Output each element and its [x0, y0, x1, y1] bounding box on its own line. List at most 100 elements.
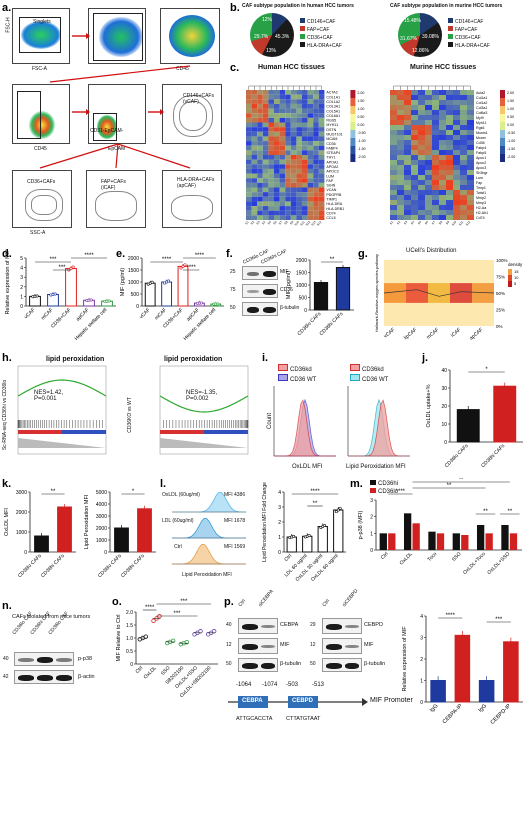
heatmap-cell — [313, 192, 319, 197]
gene-label: APOA1 — [326, 160, 338, 164]
heatmap-cell — [257, 164, 263, 169]
heatmap-cell — [318, 182, 325, 188]
heatmap-cell — [268, 159, 274, 165]
heatmap-cell — [262, 173, 269, 179]
heatmap-cell — [246, 164, 252, 169]
sample-label: S2 — [396, 220, 402, 226]
heatmap-cell — [397, 115, 404, 120]
heatmap-cell — [453, 180, 460, 185]
heatmap-cell — [268, 164, 274, 169]
scale-swatch — [500, 138, 505, 146]
heatmap-cell — [246, 127, 252, 132]
heatmap-cell — [411, 155, 418, 160]
p-b1-band-0: CEBPA — [280, 622, 299, 628]
x-tick-label: mCAF — [154, 307, 168, 321]
p-b1-band-2: β-tubulin — [280, 661, 302, 667]
heatmap-cell — [432, 175, 439, 180]
heatmap-cell — [390, 130, 397, 135]
heatmap-cell — [246, 215, 252, 220]
bar-CD36hi — [428, 531, 436, 550]
chart-d: 0 1 2 3 4 5 Relative expression of MIF vCAF mCAF… — [5, 249, 116, 340]
heatmap-cell — [425, 170, 432, 175]
data-point — [53, 292, 57, 296]
heatmap-cell — [460, 140, 467, 145]
heatmap-cell — [467, 175, 474, 180]
heatmap-cell — [411, 150, 418, 155]
gate-singlets: Singlets — [33, 19, 51, 25]
heatmap-cell — [302, 145, 308, 151]
heatmap-cell — [460, 120, 467, 125]
heatmap-cell — [290, 155, 297, 160]
heatmap-cell — [302, 150, 308, 155]
heatmap-cell — [246, 201, 252, 207]
m-legend-0: CD36hi — [378, 481, 399, 487]
heatmap-cell — [262, 108, 269, 114]
heatmap-cell — [274, 201, 280, 207]
heatmap-cell — [318, 215, 325, 220]
heatmap-cell — [262, 164, 269, 169]
heatmap-cell — [285, 127, 291, 132]
heatmap-cell — [302, 131, 308, 137]
panel-m: m. CD36hi CD36lo 0 1 2 3 p-p38 (MFI) Ctrl OxLD… — [350, 478, 527, 586]
axis-ssc-a: SSC-A — [30, 230, 46, 236]
y-axis-label: Relative expression of MIF — [402, 626, 408, 692]
bar — [65, 268, 77, 307]
g-ridge: vCAF lipCAF mCAF iCAF apCAF 100% 75% 50% 25% 0% Ha… — [374, 254, 523, 342]
heatmap-cell — [460, 215, 467, 220]
heatmap-cell — [467, 170, 474, 175]
heatmap-cell — [397, 105, 404, 110]
heatmap-cell — [296, 182, 302, 188]
heatmap-cell — [397, 195, 404, 200]
heatmap-cell — [446, 110, 453, 115]
heatmap-cell — [285, 168, 291, 174]
heatmap-cell — [432, 115, 439, 120]
significance-label: ** — [330, 257, 335, 263]
n-title: CAFs isolated from mice tumors — [12, 614, 91, 620]
chart-m: 0 1 2 3 p-p38 (MFI) Ctrl OxLDL Toco SSO OxLDL+Toc… — [358, 478, 522, 576]
heatmap-cell — [296, 127, 302, 132]
heatmap-cell — [390, 145, 397, 150]
legend-swatch — [508, 269, 512, 275]
heatmap-cell — [404, 160, 411, 165]
gene-label: COL1A1 — [326, 95, 340, 99]
heatmap-cell — [257, 136, 263, 142]
bar — [454, 634, 471, 703]
significance-label: **** — [310, 489, 320, 495]
heatmap-cell — [453, 185, 460, 190]
bar — [137, 508, 152, 553]
heatmap-cell — [268, 206, 274, 211]
heatmap-cell — [411, 115, 418, 120]
y-tick-label: 3000 — [16, 490, 27, 496]
heatmap-cell — [274, 141, 280, 146]
heatmap-cell — [307, 99, 314, 104]
heatmap-cell — [307, 192, 314, 197]
flow-plot-livedead — [160, 8, 220, 64]
heatmap-cell — [460, 150, 467, 155]
legend-title: density — [508, 262, 523, 267]
y-tick-label: 40 — [441, 368, 447, 374]
gene-label: Lum — [476, 176, 483, 180]
heatmap-cell — [274, 164, 280, 169]
heatmap-cell — [425, 195, 432, 200]
gate-cd31-epcam: CD31-EpCAM- — [90, 128, 124, 134]
panel-o-label: o. — [112, 596, 122, 608]
heatmap-cell — [453, 215, 460, 220]
heatmap-cell — [313, 94, 319, 100]
heatmap-cell — [257, 182, 263, 188]
heatmap-cell — [257, 173, 263, 179]
y-tick-label: 0 — [24, 550, 27, 556]
y-tick-label: 2000 — [128, 256, 139, 262]
y-tick-label: 0 — [370, 548, 373, 554]
heatmap-cell — [302, 122, 308, 128]
y-tick-label: 1 — [20, 294, 23, 300]
heatmap-cell — [446, 115, 453, 120]
heatmap-cell — [290, 145, 297, 151]
heatmap-cell — [460, 125, 467, 130]
heatmap-cell — [453, 175, 460, 180]
heatmap-cell — [274, 113, 280, 118]
heatmap-cell — [257, 206, 263, 211]
heatmap-cell — [425, 155, 432, 160]
heatmap-cell — [313, 168, 319, 174]
